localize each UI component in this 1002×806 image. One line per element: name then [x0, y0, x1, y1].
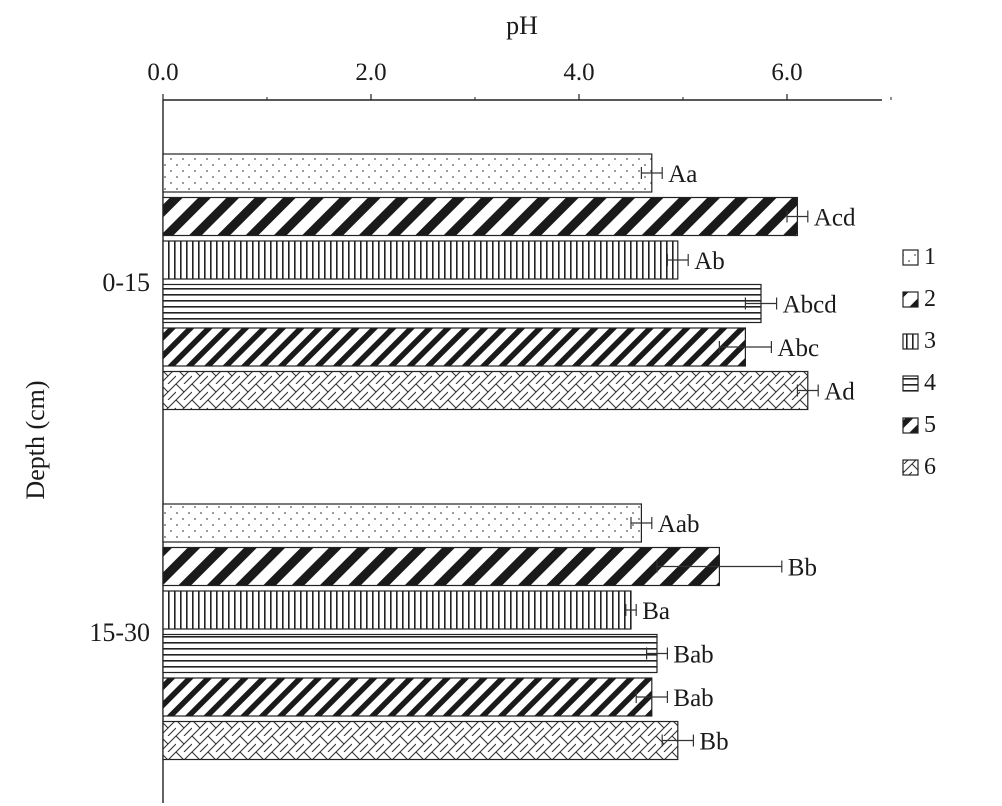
legend-swatch [902, 375, 919, 392]
legend-swatch [902, 417, 919, 434]
bar-significance-label: Ba [642, 598, 670, 625]
bar-significance-label: Acd [814, 205, 856, 232]
y-axis-title: Depth (cm) [21, 380, 50, 499]
legend-label: 3 [924, 328, 936, 354]
x-tick-label: 6.0 [771, 59, 802, 86]
axes: 0.0 2.0 4.0 6.0 0-15 15-30 [89, 59, 892, 803]
legend: 1 2 3 4 5 6 [902, 244, 936, 480]
x-tick-label: 0.0 [147, 59, 178, 86]
bar [162, 153, 653, 193]
bar-significance-label: Abcd [783, 292, 838, 319]
y-category-label: 0-15 [102, 268, 150, 297]
legend-label: 4 [924, 370, 936, 396]
bar [162, 240, 679, 280]
bars-group [162, 153, 819, 761]
legend-label: 1 [924, 244, 936, 270]
legend-swatch [902, 459, 919, 476]
legend-swatch [902, 291, 919, 308]
bar [162, 590, 632, 630]
bar [162, 546, 721, 587]
bar-significance-label: Aa [668, 161, 697, 188]
bar [162, 503, 642, 543]
legend-swatch [902, 333, 919, 350]
bar-significance-label: Ab [694, 248, 725, 275]
legend-label: 5 [924, 412, 936, 438]
bar-significance-label: Bab [673, 642, 713, 669]
bar-significance-label: Bb [699, 729, 728, 756]
bar [162, 633, 658, 674]
legend-swatch [902, 249, 919, 266]
bar-significance-label: Bb [788, 555, 817, 582]
bar [162, 283, 762, 324]
x-tick-label: 4.0 [563, 59, 594, 86]
legend-label: 2 [924, 286, 936, 312]
x-axis-title: pH [506, 11, 538, 40]
legend-label: 6 [924, 454, 936, 480]
bar-significance-label: Aab [658, 511, 700, 538]
bar [162, 196, 799, 237]
bar [162, 327, 747, 367]
bar-significance-label: Bab [673, 685, 713, 712]
y-category-label: 15-30 [89, 618, 150, 647]
bar [162, 370, 809, 411]
bar [162, 677, 653, 717]
bar [162, 720, 679, 761]
bar-significance-label: Ad [824, 379, 855, 406]
x-tick-label: 2.0 [355, 59, 386, 86]
bar-significance-label: Abc [777, 335, 819, 362]
